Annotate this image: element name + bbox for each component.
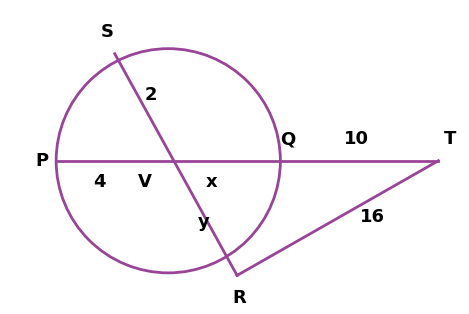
Text: 16: 16 (360, 208, 385, 226)
Text: y: y (198, 213, 210, 231)
Text: 4: 4 (93, 174, 106, 192)
Text: P: P (35, 152, 48, 170)
Text: T: T (443, 130, 456, 148)
Text: 10: 10 (344, 130, 369, 148)
Text: R: R (233, 289, 247, 307)
Text: 2: 2 (144, 85, 157, 104)
Text: Q: Q (280, 130, 295, 148)
Text: x: x (206, 174, 217, 192)
Text: S: S (101, 23, 113, 41)
Text: V: V (138, 174, 152, 192)
